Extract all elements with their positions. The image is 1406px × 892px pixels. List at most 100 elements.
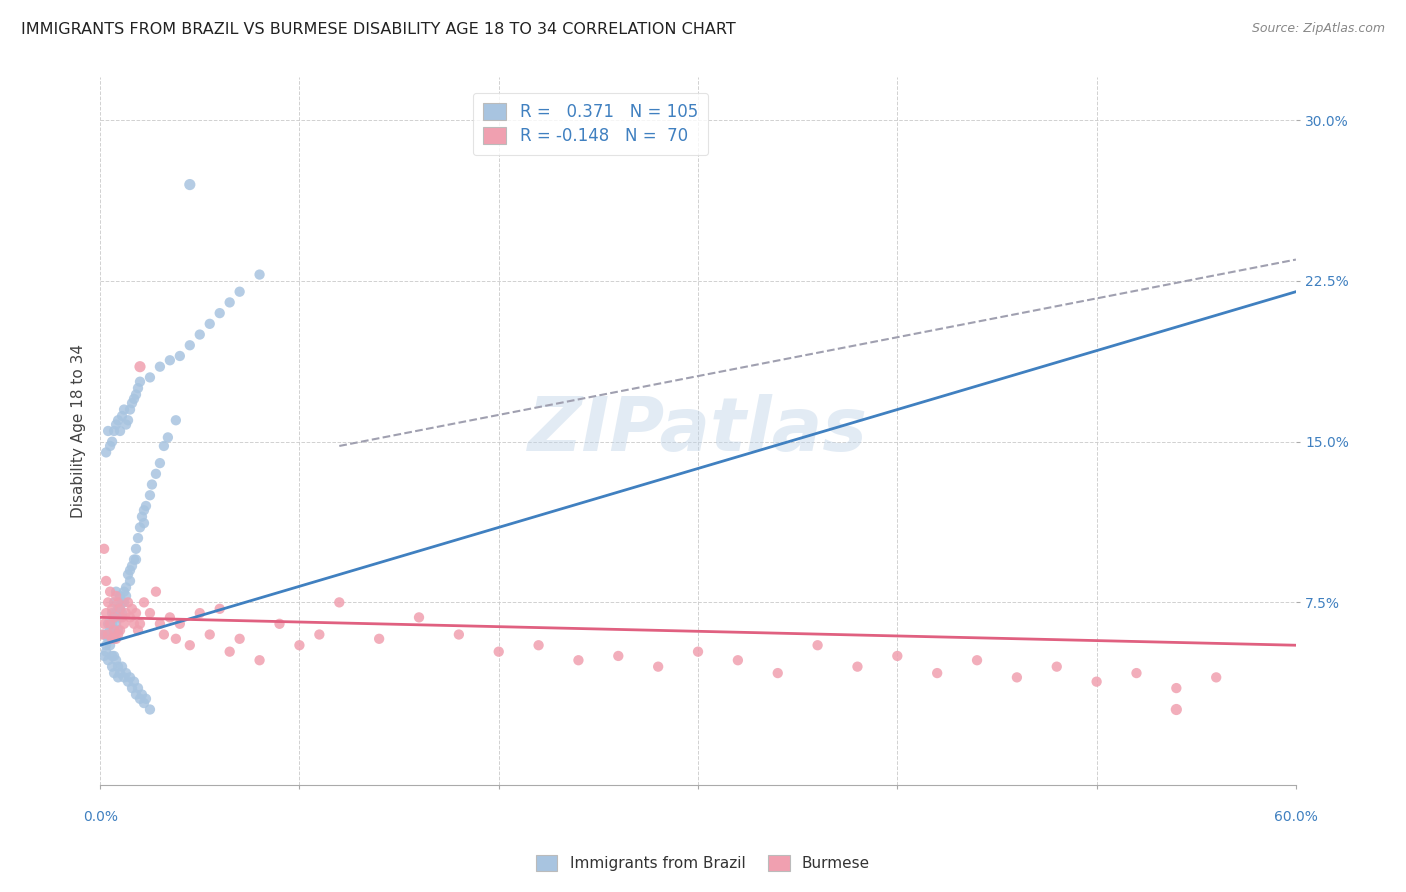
Point: [269, 616, 291, 631]
Point: [101, 616, 124, 631]
Point: [122, 392, 145, 406]
Point: [165, 632, 187, 646]
Point: [1005, 670, 1028, 684]
Point: [132, 696, 155, 710]
Point: [169, 349, 191, 363]
Point: [153, 627, 176, 641]
Text: IMMIGRANTS FROM BRAZIL VS BURMESE DISABILITY AGE 18 TO 34 CORRELATION CHART: IMMIGRANTS FROM BRAZIL VS BURMESE DISABI…: [21, 22, 735, 37]
Point: [111, 606, 134, 620]
Point: [94, 645, 117, 659]
Point: [408, 610, 430, 624]
Point: [108, 624, 131, 638]
Point: [125, 606, 148, 620]
Point: [101, 632, 124, 646]
Point: [118, 670, 141, 684]
Point: [607, 648, 630, 663]
Point: [149, 616, 172, 631]
Point: [107, 670, 129, 684]
Point: [139, 370, 162, 384]
Point: [198, 627, 221, 641]
Point: [91, 627, 114, 641]
Point: [228, 632, 250, 646]
Point: [159, 353, 181, 368]
Point: [125, 688, 148, 702]
Point: [766, 666, 789, 681]
Point: [117, 567, 139, 582]
Point: [129, 375, 152, 389]
Point: [107, 659, 129, 673]
Point: [112, 595, 135, 609]
Point: [153, 439, 176, 453]
Point: [103, 648, 125, 663]
Point: [107, 624, 129, 638]
Point: [117, 413, 139, 427]
Point: [129, 691, 152, 706]
Point: [107, 595, 129, 609]
Point: [101, 632, 124, 646]
Point: [139, 702, 162, 716]
Point: [105, 589, 128, 603]
Point: [103, 624, 125, 638]
Point: [108, 666, 131, 681]
Point: [108, 602, 131, 616]
Point: [188, 606, 211, 620]
Point: [108, 610, 131, 624]
Point: [1085, 674, 1108, 689]
Point: [115, 589, 138, 603]
Point: [198, 317, 221, 331]
Point: [107, 413, 129, 427]
Point: [98, 616, 121, 631]
Point: [488, 645, 510, 659]
Point: [125, 552, 148, 566]
Point: [118, 574, 141, 588]
Text: ZIPatlas: ZIPatlas: [529, 394, 868, 467]
Point: [115, 606, 138, 620]
Point: [117, 595, 139, 609]
Text: 0.0%: 0.0%: [83, 810, 118, 824]
Point: [208, 602, 231, 616]
Point: [179, 178, 201, 192]
Point: [129, 520, 152, 534]
Point: [121, 681, 143, 695]
Point: [117, 674, 139, 689]
Point: [328, 595, 350, 609]
Point: [98, 584, 121, 599]
Point: [122, 552, 145, 566]
Point: [97, 632, 120, 646]
Point: [97, 627, 120, 641]
Point: [115, 581, 138, 595]
Point: [112, 402, 135, 417]
Point: [228, 285, 250, 299]
Point: [105, 584, 128, 599]
Point: [108, 602, 131, 616]
Point: [103, 610, 125, 624]
Point: [249, 268, 271, 282]
Point: [121, 602, 143, 616]
Point: [101, 602, 124, 616]
Point: [93, 616, 115, 631]
Point: [101, 606, 124, 620]
Y-axis label: Disability Age 18 to 34: Disability Age 18 to 34: [72, 344, 86, 518]
Point: [131, 509, 153, 524]
Point: [111, 659, 134, 673]
Point: [129, 359, 152, 374]
Point: [288, 638, 311, 652]
Point: [966, 653, 988, 667]
Point: [132, 503, 155, 517]
Point: [93, 541, 115, 556]
Point: [686, 645, 709, 659]
Point: [131, 688, 153, 702]
Point: [105, 632, 128, 646]
Point: [94, 606, 117, 620]
Point: [159, 610, 181, 624]
Point: [125, 387, 148, 401]
Point: [94, 574, 117, 588]
Point: [1046, 659, 1069, 673]
Point: [105, 653, 128, 667]
Point: [107, 602, 129, 616]
Point: [139, 488, 162, 502]
Point: [98, 439, 121, 453]
Point: [108, 424, 131, 438]
Point: [127, 381, 149, 395]
Text: Source: ZipAtlas.com: Source: ZipAtlas.com: [1251, 22, 1385, 36]
